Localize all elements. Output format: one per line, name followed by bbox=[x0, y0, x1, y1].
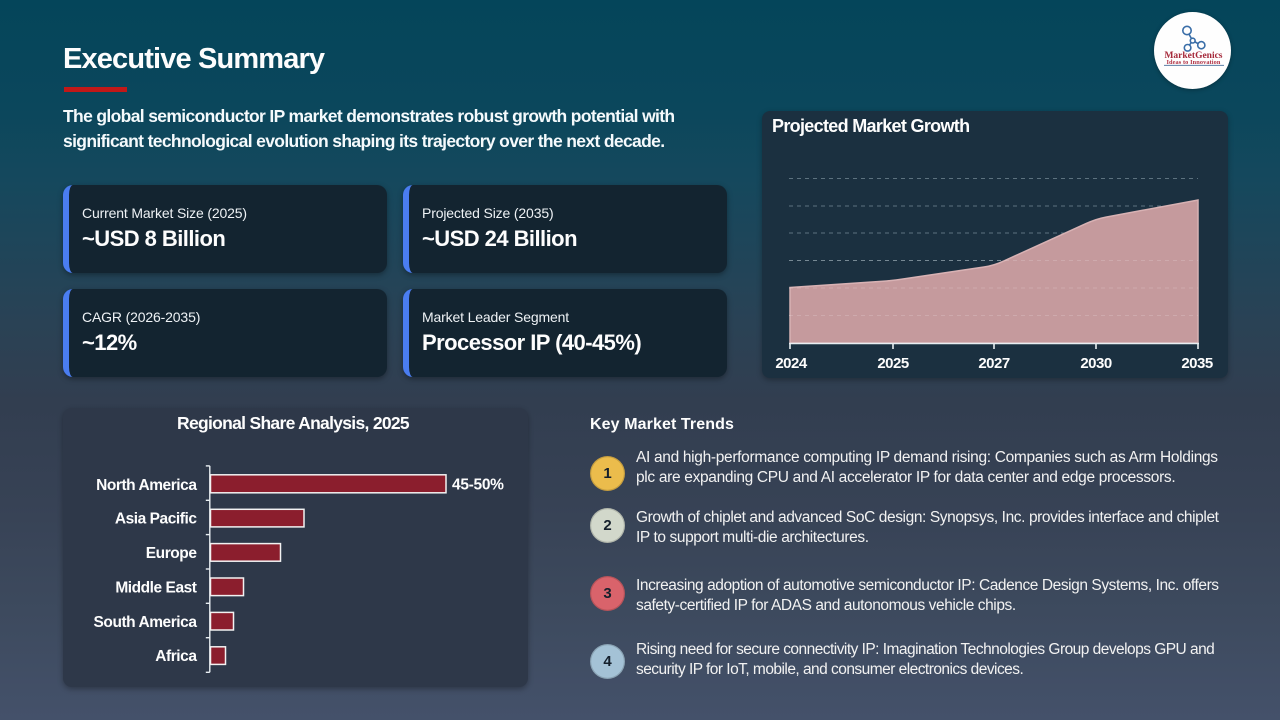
svg-text:2030: 2030 bbox=[1080, 355, 1112, 372]
svg-text:North America: North America bbox=[96, 477, 197, 494]
svg-text:Middle East: Middle East bbox=[115, 579, 196, 596]
svg-text:MarketGenics: MarketGenics bbox=[1164, 51, 1222, 61]
svg-text:2035: 2035 bbox=[1181, 355, 1213, 372]
svg-text:Europe: Europe bbox=[146, 545, 198, 562]
svg-text:Africa: Africa bbox=[155, 648, 197, 665]
svg-text:South America: South America bbox=[94, 614, 198, 631]
svg-text:2027: 2027 bbox=[978, 355, 1010, 372]
svg-text:Asia Pacific: Asia Pacific bbox=[115, 511, 197, 528]
svg-text:2025: 2025 bbox=[877, 355, 909, 372]
svg-text:45-50%: 45-50% bbox=[452, 476, 504, 493]
svg-text:Ideas to Innovation: Ideas to Innovation bbox=[1166, 59, 1220, 66]
svg-text:2024: 2024 bbox=[775, 355, 808, 372]
